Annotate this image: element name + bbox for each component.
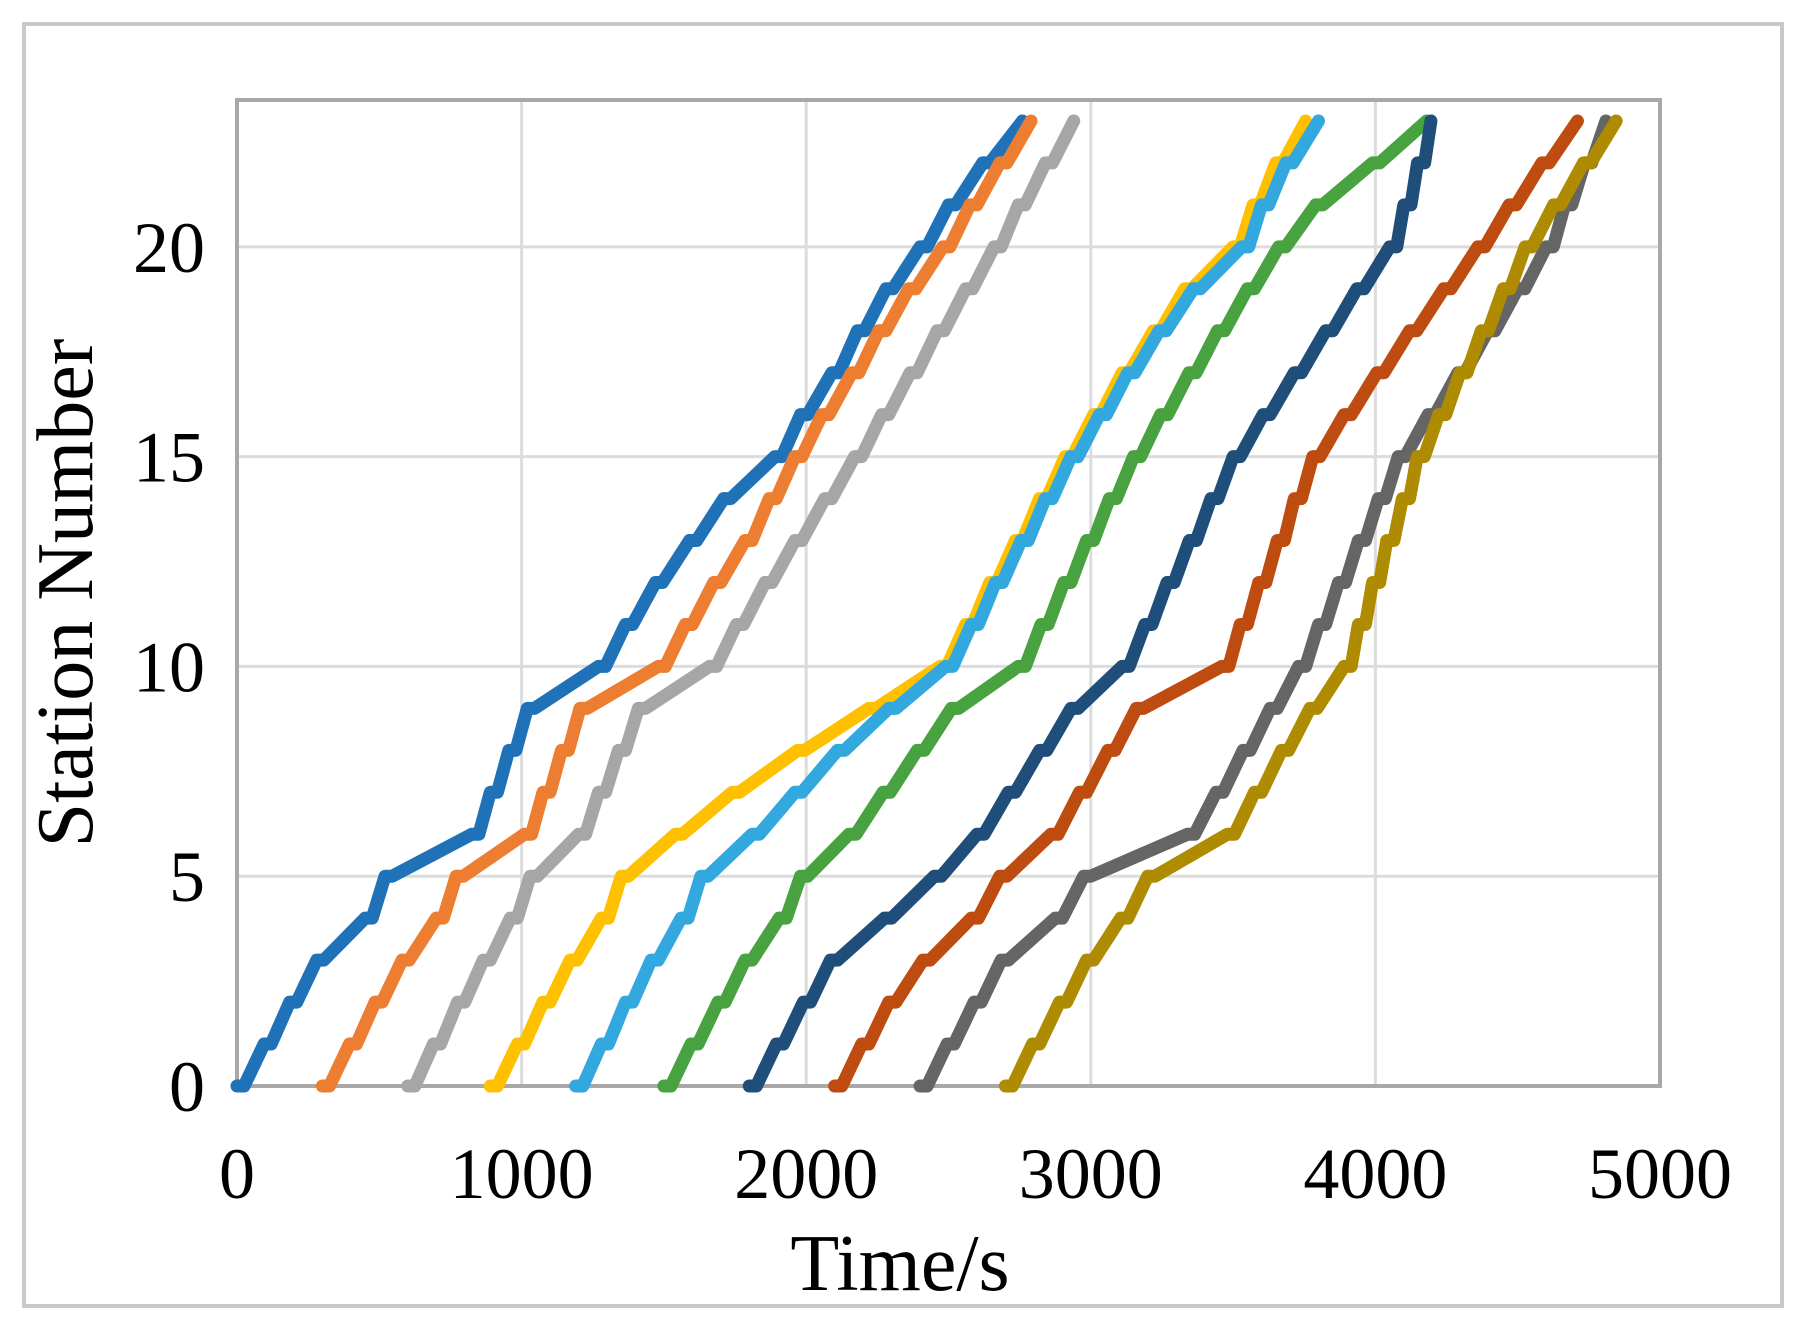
y-tick-label: 5	[169, 837, 205, 917]
y-tick-label: 15	[133, 418, 205, 498]
x-tick-label: 0	[219, 1134, 255, 1214]
y-tick-label: 20	[133, 208, 205, 288]
trajectory-train-3	[401, 114, 1081, 1093]
trajectory-train-8	[828, 114, 1584, 1093]
tick-labels: 0 5 10 15 20 0 1000 2000 3000 4000 5000	[133, 208, 1732, 1214]
trajectory-train-2	[315, 114, 1038, 1093]
plot-border	[235, 98, 1662, 1088]
x-tick-label: 5000	[1588, 1134, 1732, 1214]
x-tick-label: 2000	[734, 1134, 878, 1214]
x-axis-title: Time/s	[790, 1220, 1009, 1308]
y-tick-label: 0	[169, 1047, 205, 1127]
trajectory-train-4	[483, 114, 1313, 1093]
trajectory-lines	[230, 114, 1623, 1093]
plot-area-border	[235, 98, 1662, 1088]
trajectory-train-1	[230, 114, 1029, 1093]
x-tick-label: 3000	[1019, 1134, 1163, 1214]
trajectory-train-6	[657, 114, 1434, 1093]
trajectory-train-10	[998, 114, 1623, 1093]
y-tick-label: 10	[133, 627, 205, 707]
trajectory-train-5	[569, 114, 1325, 1093]
trajectory-train-7	[742, 114, 1438, 1093]
trajectory-train-9	[913, 114, 1613, 1093]
x-tick-label: 4000	[1303, 1134, 1447, 1214]
y-axis-title: Station Number	[22, 339, 110, 848]
x-tick-label: 1000	[450, 1134, 594, 1214]
